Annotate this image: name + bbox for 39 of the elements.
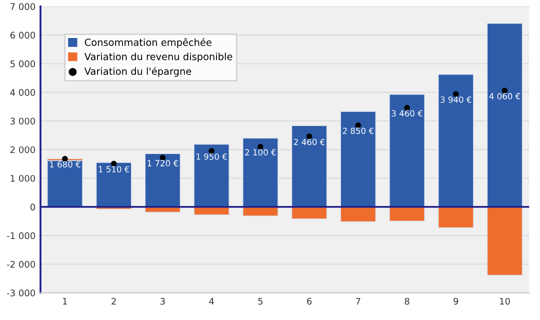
data-label: 3 460 € xyxy=(392,110,422,117)
x-tick-label: 4 xyxy=(209,298,214,305)
x-tick-label: 2 xyxy=(112,298,116,305)
y-tick-label: 4 000 xyxy=(10,89,36,96)
y-tick-label: -1 000 xyxy=(6,232,36,240)
x-tick-label: 8 xyxy=(404,298,410,305)
legend-label: Consommation empêchée xyxy=(84,38,212,48)
bar xyxy=(46,160,83,208)
legend-label: Variation du revenu disponible xyxy=(84,52,232,62)
data-label: 1 720 € xyxy=(148,160,178,166)
point xyxy=(502,88,508,94)
x-tick-label: 10 xyxy=(500,298,510,305)
data-label: 1 510 € xyxy=(98,166,130,172)
x-tick-label: 6 xyxy=(307,298,312,305)
y-tick-label: 2 000 xyxy=(10,146,36,154)
point xyxy=(453,91,459,97)
data-label: 1 680 € xyxy=(50,161,80,168)
x-tick-label: 9 xyxy=(454,298,458,305)
data-label: 4 060 € xyxy=(489,93,520,100)
point xyxy=(208,148,214,154)
y-tick-label: -2 000 xyxy=(6,260,36,268)
y-tick-label: 6 000 xyxy=(10,32,36,39)
x-tick-label: 1 xyxy=(63,298,67,305)
y-tick-label: -3 000 xyxy=(6,290,36,296)
data-label: 2 460 € xyxy=(294,138,325,146)
y-tick-label: 7 000 xyxy=(10,3,36,10)
x-tick-label: 7 xyxy=(356,298,360,305)
legend-label: Variation du l'épargne xyxy=(84,66,192,77)
bar xyxy=(96,162,132,208)
data-label: 2 850 € xyxy=(342,128,374,134)
y-tick-label: 0 xyxy=(30,204,36,210)
y-tick-label: 1 000 xyxy=(10,174,36,182)
x-tick-label: 5 xyxy=(258,298,262,305)
data-label: 3 940 € xyxy=(440,96,472,103)
x-tick-label: 3 xyxy=(160,298,165,305)
data-label: 2 100 € xyxy=(245,149,276,156)
y-tick-label: 5 000 xyxy=(10,60,36,68)
y-tick-label: 3 000 xyxy=(10,118,36,125)
data-label: 1 950 € xyxy=(196,153,227,160)
